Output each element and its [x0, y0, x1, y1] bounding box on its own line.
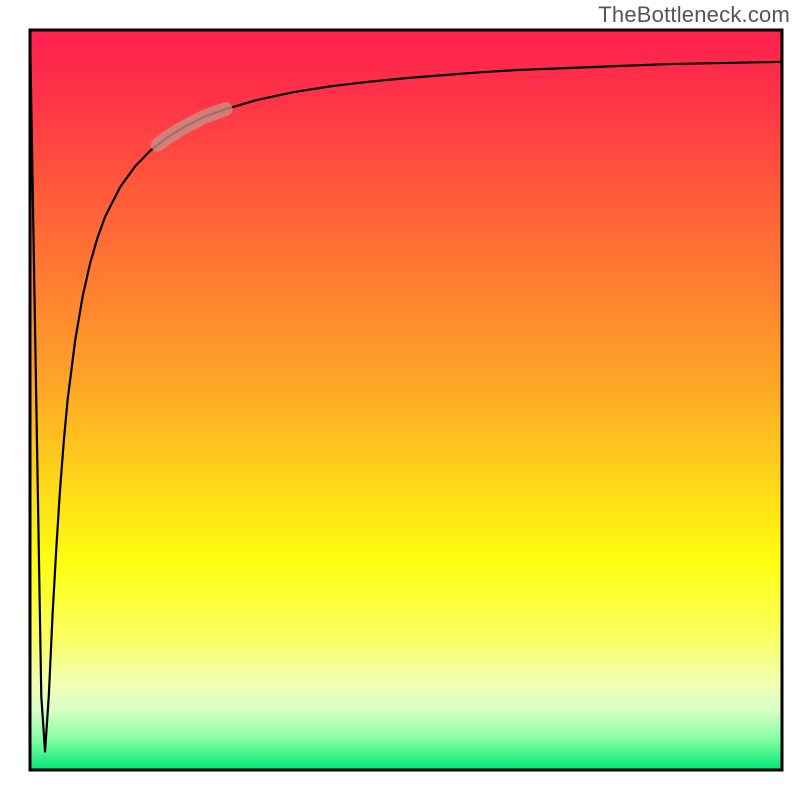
plot-background	[30, 30, 782, 770]
watermark-text: TheBottleneck.com	[598, 2, 790, 28]
chart-svg	[0, 0, 800, 800]
chart-container: TheBottleneck.com	[0, 0, 800, 800]
